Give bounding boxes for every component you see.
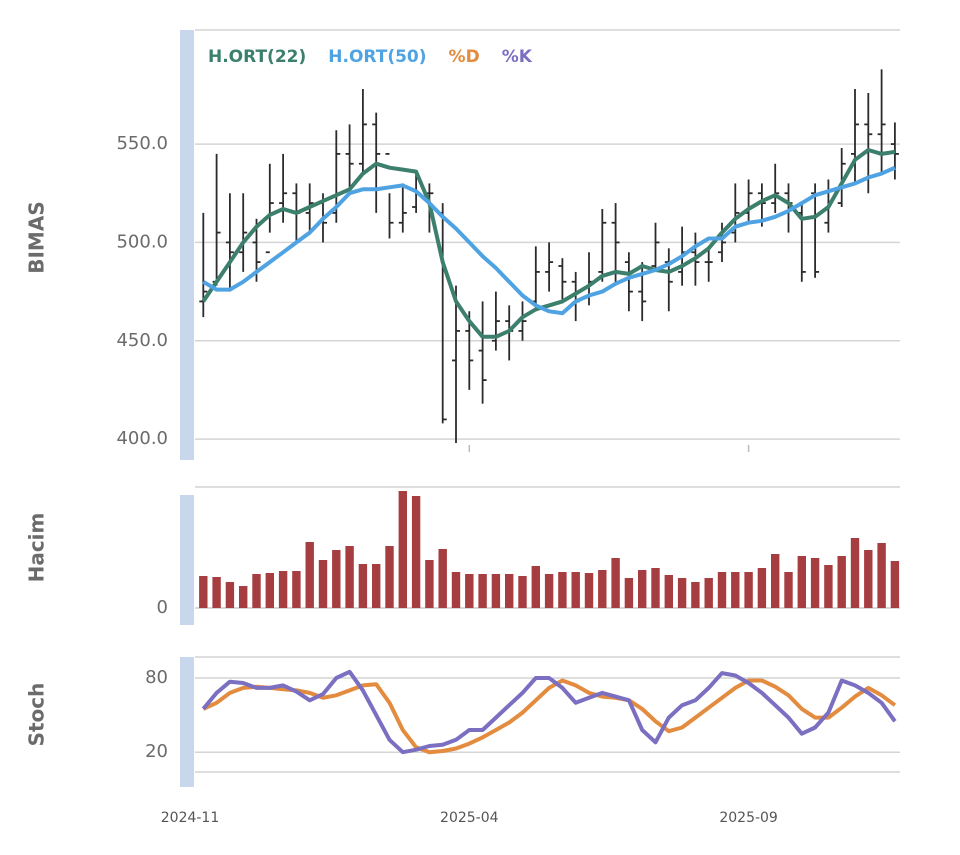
volume-bar bbox=[385, 546, 394, 608]
volume-bar bbox=[505, 574, 514, 608]
volume-bar bbox=[731, 572, 740, 608]
volume-bar bbox=[757, 568, 767, 608]
volume-bar bbox=[584, 573, 594, 608]
volume-bar bbox=[544, 574, 554, 608]
legend-entry: %K bbox=[502, 47, 533, 67]
volume-bar bbox=[810, 558, 820, 608]
volume-bar bbox=[651, 568, 660, 608]
y-tick-label: 400.0 bbox=[116, 428, 168, 449]
volume-bar bbox=[278, 571, 288, 608]
volume-bar bbox=[850, 538, 860, 608]
volume-bar bbox=[239, 586, 248, 608]
volume-bar bbox=[451, 572, 461, 608]
volume-bar bbox=[225, 582, 235, 608]
volume-bar bbox=[212, 577, 221, 608]
volume-bar bbox=[744, 572, 753, 608]
panel-handle bbox=[180, 495, 194, 625]
volume-bar bbox=[890, 561, 900, 608]
x-tick-label: 2025-09 bbox=[719, 810, 778, 826]
series-line bbox=[201, 669, 897, 755]
y-tick-label: 500.0 bbox=[116, 231, 168, 252]
volume-bar bbox=[611, 558, 620, 608]
volume-bar bbox=[571, 572, 580, 608]
volume-bar bbox=[465, 574, 474, 608]
legend-entry: H.ORT(50) bbox=[328, 47, 426, 67]
x-tick-label: 2025-04 bbox=[440, 810, 499, 826]
volume-bar bbox=[199, 576, 208, 608]
volume-bar bbox=[771, 554, 780, 608]
volume-bar bbox=[784, 572, 793, 608]
volume-bar bbox=[691, 582, 700, 608]
volume-bar bbox=[717, 572, 727, 608]
volume-bar bbox=[491, 574, 501, 608]
volume-bar bbox=[411, 496, 421, 608]
volume-bar bbox=[558, 572, 567, 608]
volume-bar bbox=[425, 560, 434, 608]
volume-bar bbox=[677, 578, 687, 608]
volume-bar bbox=[664, 575, 673, 608]
volume-bar bbox=[638, 570, 647, 608]
volume-bar bbox=[398, 491, 407, 608]
volume-bar bbox=[797, 556, 806, 608]
volume-bar bbox=[837, 556, 846, 608]
volume-bar bbox=[824, 565, 833, 608]
series-line bbox=[202, 165, 896, 316]
volume-bar bbox=[345, 546, 354, 608]
panel-handle bbox=[180, 657, 194, 787]
volume-bar bbox=[518, 576, 527, 608]
volume-bar bbox=[438, 549, 447, 608]
volume-bar bbox=[265, 573, 274, 608]
volume-bar bbox=[704, 578, 713, 608]
legend-entry: %D bbox=[449, 47, 480, 67]
volume-bar bbox=[624, 578, 634, 608]
y-axis-title: BIMAS bbox=[25, 201, 49, 273]
volume-bar bbox=[318, 560, 328, 608]
volume-bar bbox=[372, 564, 381, 608]
volume-bar bbox=[877, 543, 886, 608]
volume-bar bbox=[478, 574, 487, 608]
y-tick-label: 20 bbox=[145, 741, 168, 762]
panel-handle bbox=[180, 30, 194, 460]
volume-bar bbox=[864, 550, 873, 608]
y-tick-label: 80 bbox=[145, 667, 168, 688]
volume-bar bbox=[332, 550, 341, 608]
volume-bar bbox=[598, 570, 607, 608]
volume-bar bbox=[305, 542, 314, 608]
volume-bar bbox=[292, 571, 301, 608]
y-tick-label: 450.0 bbox=[116, 330, 168, 351]
series-line bbox=[201, 148, 896, 339]
legend-entry: H.ORT(22) bbox=[208, 47, 306, 67]
series-line bbox=[202, 678, 897, 755]
x-tick-label: 2024-11 bbox=[161, 810, 220, 826]
volume-bar bbox=[358, 564, 368, 608]
y-tick-label: 0 bbox=[157, 597, 168, 618]
y-tick-label: 550.0 bbox=[116, 133, 168, 154]
y-axis-title: Stoch bbox=[25, 683, 49, 747]
y-axis-title: Hacim bbox=[25, 513, 49, 583]
volume-bar bbox=[252, 574, 261, 608]
volume-bar bbox=[531, 566, 540, 608]
